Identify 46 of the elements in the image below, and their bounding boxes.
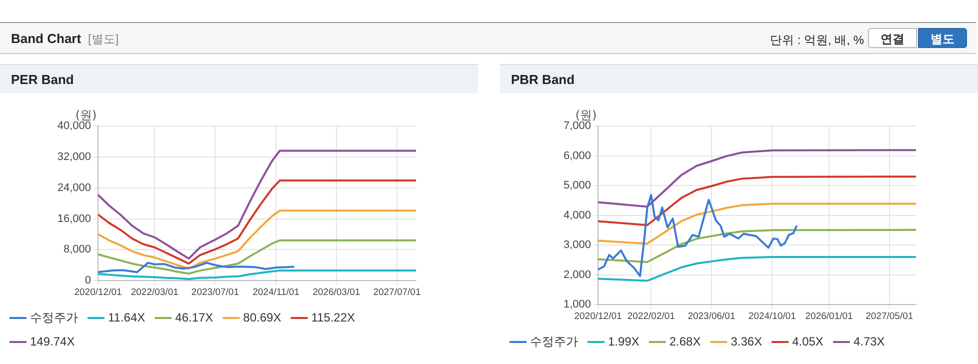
text: 별도 bbox=[918, 28, 967, 48]
y-tick-label: 6,000 bbox=[563, 150, 591, 162]
text: 연결 bbox=[868, 28, 917, 48]
legend-label: 4.73X bbox=[853, 334, 885, 348]
x-tick-label: 2024/10/01 bbox=[748, 310, 796, 322]
y-tick-label: 4,000 bbox=[563, 209, 591, 222]
x-tick-label: 2022/02/01 bbox=[627, 310, 675, 322]
y-tick-label: 3,000 bbox=[563, 239, 591, 252]
y-axis-title: (원) bbox=[575, 108, 597, 122]
x-tick-label: 2023/06/01 bbox=[688, 310, 736, 322]
y-tick-label: 5,000 bbox=[563, 180, 591, 192]
chart-title: PBR Band bbox=[500, 64, 978, 93]
y-tick-label: 8,000 bbox=[63, 244, 91, 256]
legend-label: 3.36X bbox=[730, 334, 762, 348]
legend-label: 149.74X bbox=[30, 334, 75, 348]
legend-label: 1.99X bbox=[608, 334, 640, 348]
legend-label: 4.05X bbox=[792, 334, 824, 348]
y-tick-label: 40,000 bbox=[57, 120, 91, 132]
legend-label: 수정주가 bbox=[530, 334, 578, 348]
y-tick-label: 32,000 bbox=[57, 150, 91, 163]
y-tick-label: 16,000 bbox=[57, 212, 91, 225]
x-tick-label: 2027/07/01 bbox=[373, 286, 421, 298]
legend-label: 수정주가 bbox=[30, 310, 78, 324]
y-tick-label: 1,000 bbox=[563, 298, 591, 311]
x-tick-label: 2023/07/01 bbox=[191, 286, 239, 298]
x-tick-label: 2020/12/01 bbox=[74, 286, 122, 298]
legend-label: 11.64X bbox=[108, 310, 146, 324]
text: [별도] bbox=[88, 31, 119, 48]
y-tick-label: 0 bbox=[84, 274, 91, 287]
text: 단위 : 억원, 배, % bbox=[770, 32, 864, 49]
x-tick-label: 2024/11/01 bbox=[252, 286, 300, 298]
x-tick-label: 2020/12/01 bbox=[574, 310, 622, 322]
legend-label: 46.17X bbox=[175, 310, 214, 324]
y-tick-label: 2,000 bbox=[563, 268, 591, 281]
legend-label: 80.69X bbox=[243, 310, 282, 324]
text: Band Chart bbox=[11, 31, 82, 46]
x-tick-label: 2022/03/01 bbox=[130, 286, 178, 298]
x-tick-label: 2026/03/01 bbox=[312, 286, 360, 298]
x-tick-label: 2027/05/01 bbox=[866, 310, 914, 322]
y-tick-label: 7,000 bbox=[563, 120, 591, 132]
legend-label: 2.68X bbox=[669, 334, 701, 348]
y-axis-title: (원) bbox=[75, 108, 97, 122]
chart-title: PER Band bbox=[0, 64, 478, 93]
y-tick-label: 24,000 bbox=[57, 182, 91, 194]
x-tick-label: 2026/01/01 bbox=[805, 310, 853, 322]
legend-label: 115.22X bbox=[311, 310, 356, 324]
